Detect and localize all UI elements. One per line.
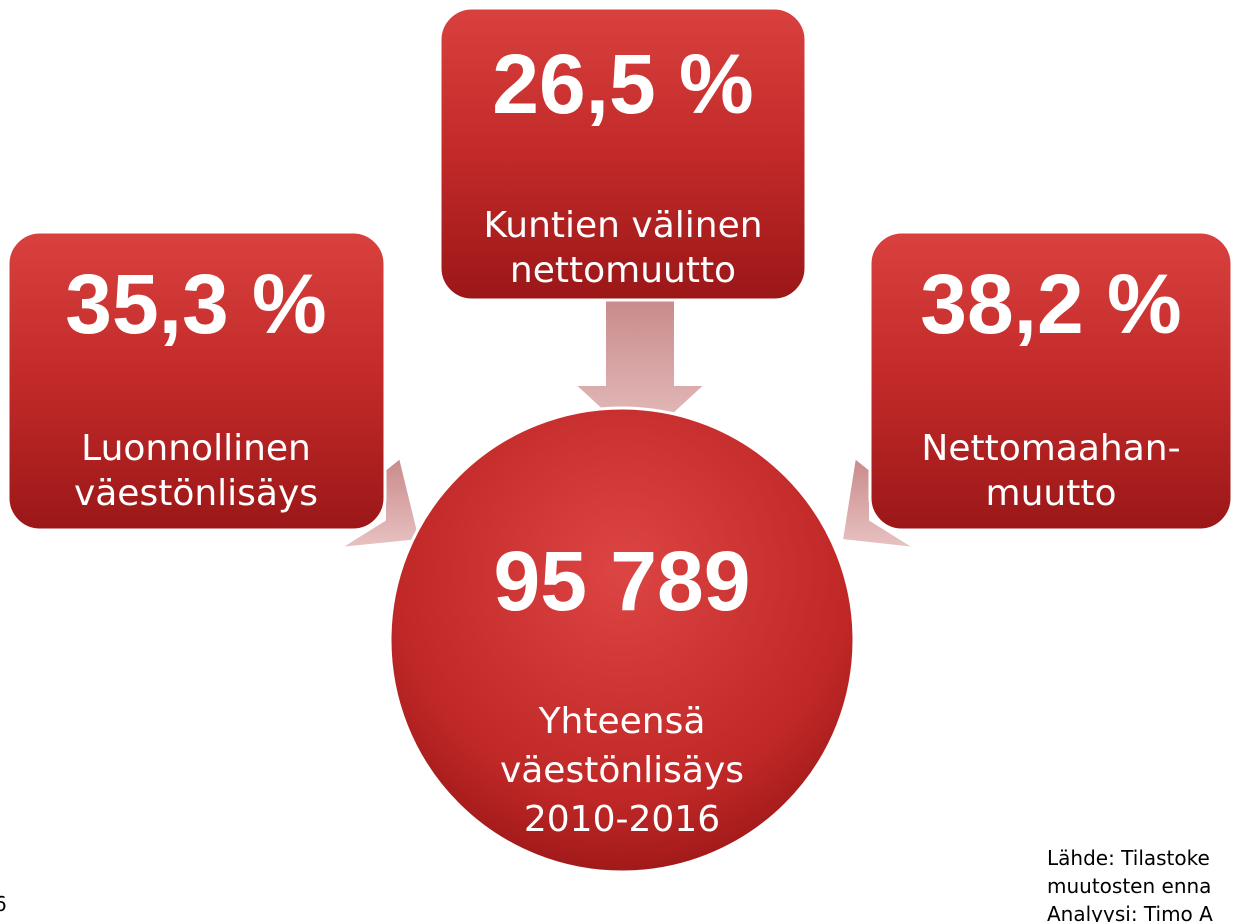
label: Luonnollinen <box>81 428 311 469</box>
value: 35,3 % <box>65 257 327 351</box>
label: väestönlisäys <box>500 750 744 791</box>
label: muutto <box>986 473 1117 514</box>
value: 38,2 % <box>920 257 1182 351</box>
label: Yhteensä <box>538 701 706 742</box>
label: Nettomaahan- <box>921 428 1180 469</box>
circle-total <box>388 406 856 874</box>
page-number: 6 <box>0 892 7 916</box>
box-left <box>6 230 387 532</box>
box-top <box>438 6 808 302</box>
source-line: muutosten enna <box>1047 874 1211 898</box>
source-line: Lähde: Tilastoke <box>1047 846 1210 870</box>
arrow-left <box>339 456 422 549</box>
value: 26,5 % <box>492 37 754 131</box>
arrow-right <box>840 456 916 549</box>
label: väestönlisäys <box>74 473 318 514</box>
value: 95 789 <box>494 534 751 628</box>
label: Kuntien välinen <box>483 205 762 246</box>
box-right <box>868 230 1234 532</box>
source-line: Analyysi: Timo A <box>1047 902 1213 922</box>
label: nettomuutto <box>510 250 736 291</box>
label: 2010-2016 <box>524 799 720 840</box>
